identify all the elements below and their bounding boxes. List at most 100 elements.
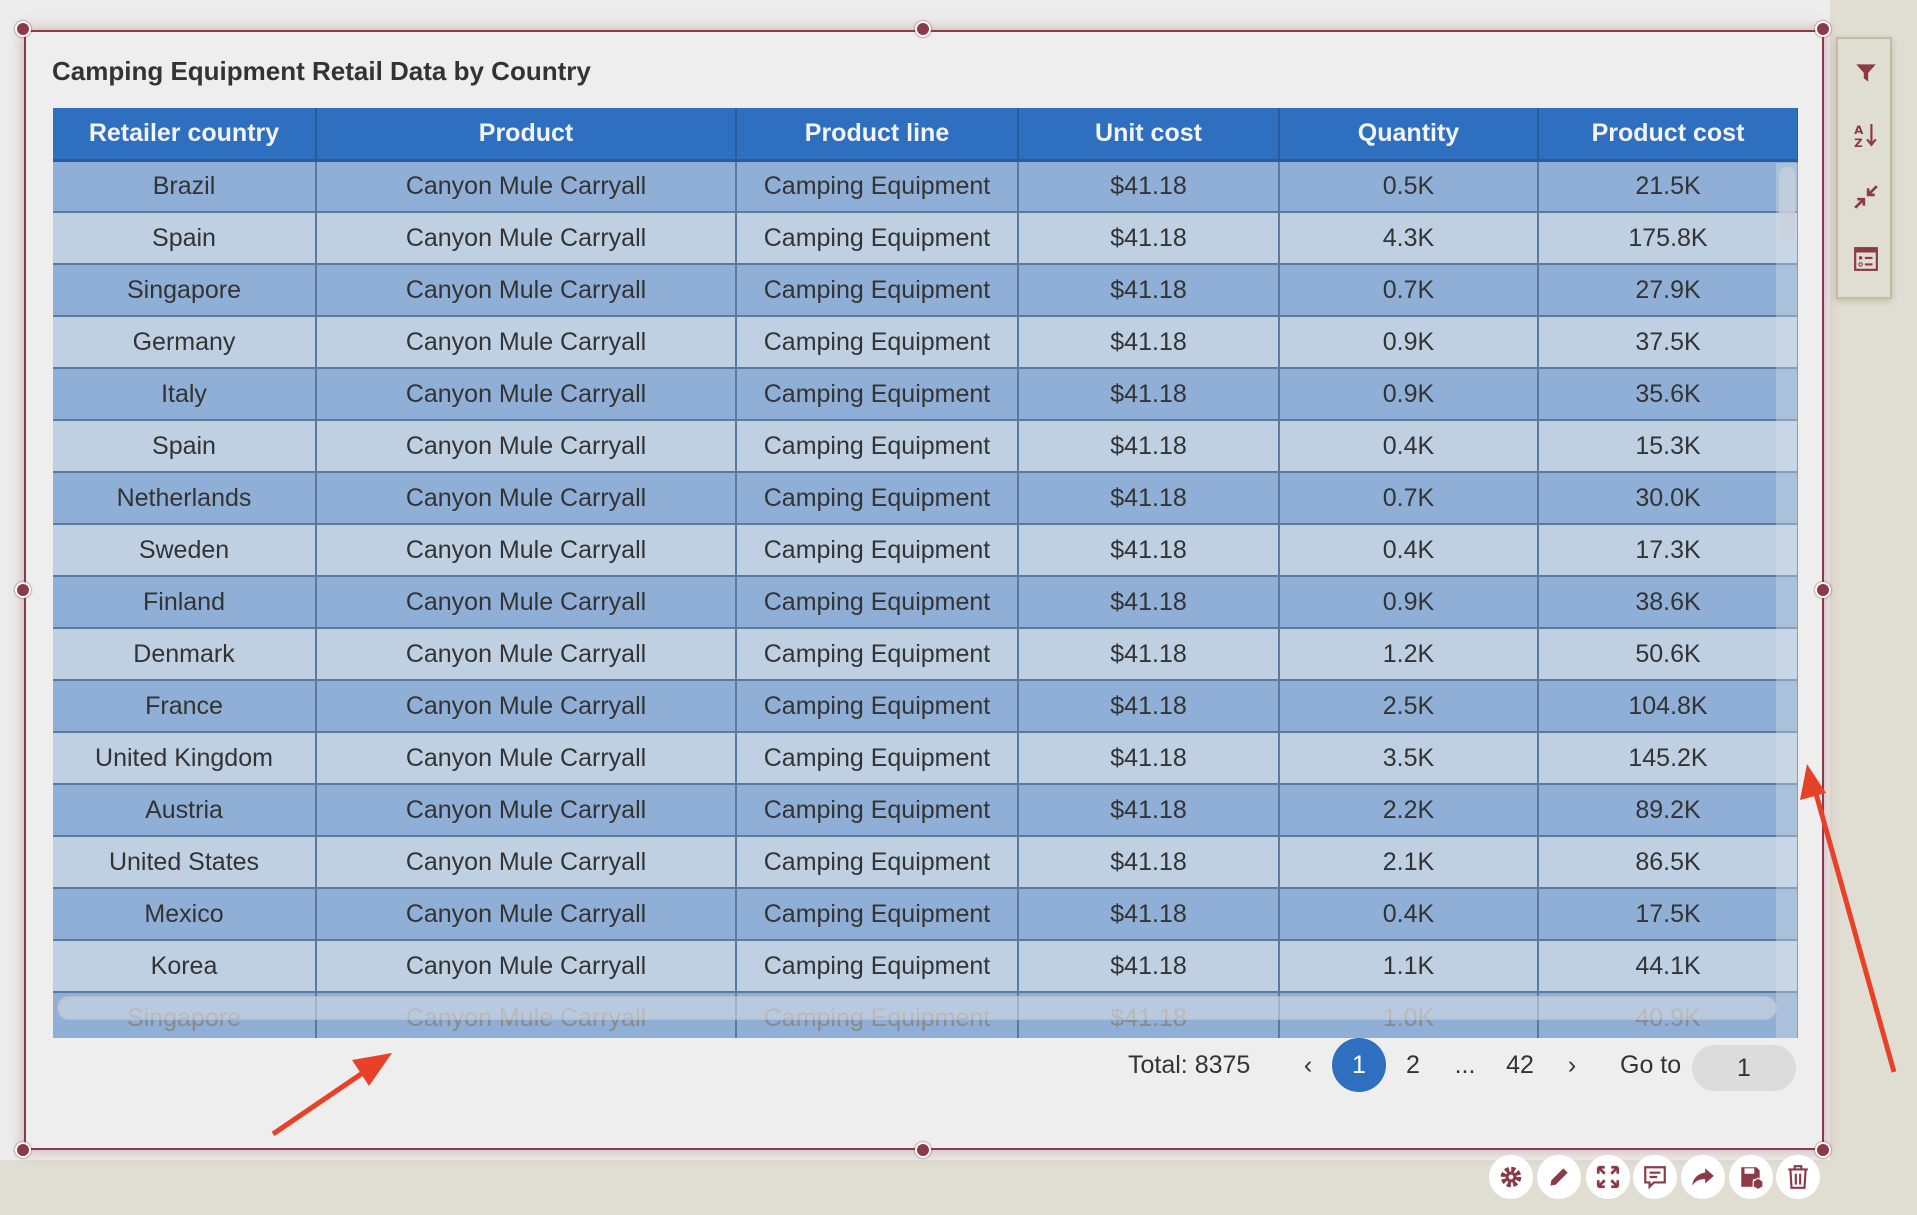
resize-handle-left[interactable] <box>15 582 31 598</box>
data-table: Retailer country Product Product line Un… <box>53 108 1798 1038</box>
column-header-product-line[interactable]: Product line <box>736 108 1019 162</box>
table-row[interactable]: Spain Canyon Mule Carryall Camping Equipme… <box>53 212 1798 265</box>
comment-button[interactable] <box>1633 1155 1677 1199</box>
form-list-icon[interactable] <box>1852 245 1880 273</box>
table-row[interactable]: France Canyon Mule Carryall Camping Equipm… <box>53 680 1798 733</box>
cell-retailer-country: Netherlands <box>53 472 317 525</box>
cell-retailer-country: United States <box>53 836 317 889</box>
cell-product: Canyon Mule Carryall <box>316 368 737 421</box>
cell-product: Canyon Mule Carryall <box>316 160 737 213</box>
cell-product-cost: 86.5K <box>1538 836 1798 889</box>
fullscreen-button[interactable] <box>1586 1155 1630 1199</box>
column-header-quantity[interactable]: Quantity <box>1279 108 1539 162</box>
share-button[interactable] <box>1681 1155 1725 1199</box>
save-button[interactable] <box>1729 1155 1773 1199</box>
table-row[interactable]: Korea Canyon Mule Carryall Camping Equipme… <box>53 940 1798 993</box>
resize-handle-bottom-left[interactable] <box>15 1142 31 1158</box>
cell-unit-cost: $41.18 <box>1018 160 1280 213</box>
column-header-product-cost[interactable]: Product cost <box>1538 108 1798 162</box>
page-42-button[interactable]: 42 <box>1506 1050 1534 1079</box>
cell-product: Canyon Mule Carryall <box>316 472 737 525</box>
table-row[interactable]: Finland Canyon Mule Carryall Camping Equip… <box>53 576 1798 629</box>
cell-product-line: Camping Equipment <box>736 732 1019 785</box>
table-row[interactable]: Netherlands Canyon Mule Carryall Camping E… <box>53 472 1798 525</box>
column-header-unit-cost[interactable]: Unit cost <box>1018 108 1280 162</box>
table-row[interactable]: Sweden Canyon Mule Carryall Camping Equipm… <box>53 524 1798 577</box>
cell-product-cost: 30.0K <box>1538 472 1798 525</box>
table-row[interactable]: Denmark Canyon Mule Carryall Camping Equip… <box>53 628 1798 681</box>
cell-quantity: 1.2K <box>1279 628 1539 681</box>
vertical-scrollbar[interactable] <box>1776 163 1798 1038</box>
next-page-button[interactable]: › <box>1567 1050 1577 1079</box>
expand-icon <box>1596 1165 1620 1189</box>
cell-unit-cost: $41.18 <box>1018 316 1280 369</box>
table-row[interactable]: Germany Canyon Mule Carryall Camping Equip… <box>53 316 1798 369</box>
settings-button[interactable] <box>1489 1155 1533 1199</box>
cell-product: Canyon Mule Carryall <box>316 680 737 733</box>
table-row[interactable]: United States Canyon Mule Carryall Camping… <box>53 836 1798 889</box>
edit-button[interactable] <box>1537 1155 1581 1199</box>
page-ellipsis[interactable]: ... <box>1454 1050 1476 1079</box>
cell-unit-cost: $41.18 <box>1018 472 1280 525</box>
cell-unit-cost: $41.18 <box>1018 212 1280 265</box>
cell-quantity: 0.9K <box>1279 576 1539 629</box>
cell-retailer-country: Spain <box>53 420 317 473</box>
column-header-product[interactable]: Product <box>316 108 737 162</box>
prev-page-button[interactable]: ‹ <box>1303 1050 1313 1079</box>
resize-handle-bottom[interactable] <box>915 1142 931 1158</box>
total-count: Total: 8375 <box>1128 1050 1251 1079</box>
table-row[interactable]: Mexico Canyon Mule Carryall Camping Equipm… <box>53 888 1798 941</box>
table-row[interactable]: United Kingdom Canyon Mule Carryall Campin… <box>53 732 1798 785</box>
cell-product-line: Camping Equipment <box>736 940 1019 993</box>
cell-unit-cost: $41.18 <box>1018 420 1280 473</box>
cell-product: Canyon Mule Carryall <box>316 576 737 629</box>
table-widget[interactable]: Camping Equipment Retail Data by Country… <box>24 30 1824 1150</box>
cell-product-line: Camping Equipment <box>736 524 1019 577</box>
cell-quantity: 0.4K <box>1279 420 1539 473</box>
collapse-icon[interactable] <box>1852 183 1880 211</box>
cell-quantity: 0.5K <box>1279 160 1539 213</box>
data-table-container: Retailer country Product Product line Un… <box>53 108 1798 1038</box>
cell-quantity: 0.4K <box>1279 888 1539 941</box>
cell-product-cost: 27.9K <box>1538 264 1798 317</box>
table-row[interactable]: Italy Canyon Mule Carryall Camping Equipme… <box>53 368 1798 421</box>
goto-page-input[interactable]: 1 <box>1692 1045 1796 1091</box>
cell-retailer-country: Italy <box>53 368 317 421</box>
cell-retailer-country: Brazil <box>53 160 317 213</box>
cell-product-line: Camping Equipment <box>736 472 1019 525</box>
table-row[interactable]: Brazil Canyon Mule Carryall Camping Equipm… <box>53 160 1798 213</box>
table-row[interactable]: Spain Canyon Mule Carryall Camping Equipme… <box>53 420 1798 473</box>
resize-handle-top-right[interactable] <box>1815 21 1831 37</box>
column-header-retailer-country[interactable]: Retailer country <box>53 108 317 162</box>
cell-quantity: 3.5K <box>1279 732 1539 785</box>
cell-retailer-country: Germany <box>53 316 317 369</box>
page-2-button[interactable]: 2 <box>1406 1050 1420 1079</box>
resize-handle-top-left[interactable] <box>15 21 31 37</box>
cell-retailer-country: Denmark <box>53 628 317 681</box>
cell-quantity: 0.9K <box>1279 368 1539 421</box>
cell-product-cost: 50.6K <box>1538 628 1798 681</box>
cell-unit-cost: $41.18 <box>1018 940 1280 993</box>
cell-product-cost: 21.5K <box>1538 160 1798 213</box>
resize-handle-right[interactable] <box>1815 582 1831 598</box>
page-1-button[interactable]: 1 <box>1332 1038 1386 1092</box>
cell-product: Canyon Mule Carryall <box>316 940 737 993</box>
cell-retailer-country: Singapore <box>53 264 317 317</box>
vertical-scrollbar-thumb[interactable] <box>1779 167 1795 239</box>
resize-handle-bottom-right[interactable] <box>1815 1142 1831 1158</box>
cell-product-line: Camping Equipment <box>736 784 1019 837</box>
horizontal-scrollbar[interactable] <box>57 996 1777 1020</box>
filter-icon[interactable] <box>1852 59 1880 87</box>
table-row[interactable]: Austria Canyon Mule Carryall Camping Equip… <box>53 784 1798 837</box>
delete-button[interactable] <box>1776 1155 1820 1199</box>
comment-icon <box>1644 1166 1666 1190</box>
goto-label: Go to <box>1620 1050 1682 1079</box>
cell-product: Canyon Mule Carryall <box>316 264 737 317</box>
cell-product: Canyon Mule Carryall <box>316 836 737 889</box>
resize-handle-top[interactable] <box>915 21 931 37</box>
cell-unit-cost: $41.18 <box>1018 576 1280 629</box>
cell-unit-cost: $41.18 <box>1018 628 1280 681</box>
cell-product-cost: 145.2K <box>1538 732 1798 785</box>
